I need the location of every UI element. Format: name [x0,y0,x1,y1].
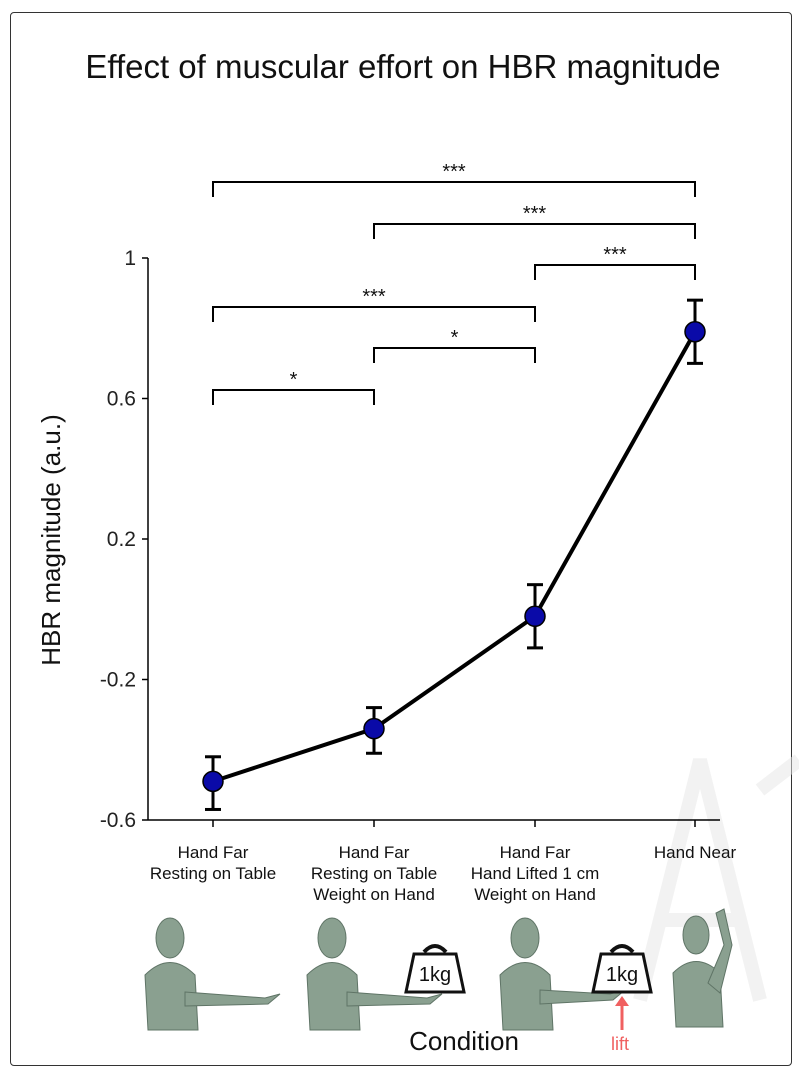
chart-title: Effect of muscular effort on HBR magnitu… [85,48,720,85]
figure-hand-far-resting-icon [144,917,281,1031]
significance-bracket [373,347,536,363]
category-labels: Hand Far Resting on Table Hand Far Resting … [150,843,737,904]
significance-bracket [212,389,375,405]
category-label: Hand Far [178,843,249,862]
y-tick-label: -0.2 [100,669,136,692]
data-point [202,770,224,793]
weight-label-1: 1kg [419,964,451,986]
lift-label: lift [611,1034,629,1054]
y-tick-label: 1 [124,247,136,270]
y-tick-label: 0.2 [107,528,136,551]
series-line [212,330,697,784]
lift-arrow-icon [615,996,629,1030]
significance-label: * [290,369,298,391]
significance-label: *** [442,161,466,183]
figure-illustrations: 1kg 1kg lift [144,908,733,1054]
category-label: Weight on Hand [474,885,596,904]
weight-icon-2: 1kg [591,944,653,994]
figure-lifted-weight-icon [499,917,626,1031]
category-label: Hand Lifted 1 cm [471,864,600,883]
y-ticks: 1 0.6 0.2 -0.2 -0.6 [100,247,148,832]
x-axis-label: Condition [409,1026,519,1056]
weight-label-2: 1kg [606,964,638,986]
data-series [202,298,706,811]
category-label: Hand Near [654,843,737,862]
data-point [524,605,546,628]
category-label: Hand Far [339,843,410,862]
category-label: Resting on Table [311,864,437,883]
y-tick-label: -0.6 [100,809,136,832]
significance-label: *** [362,286,386,308]
significance-brackets: ************** [212,161,696,405]
significance-bracket [534,264,696,280]
category-label: Weight on Hand [313,885,435,904]
data-point [363,717,385,740]
weight-icon-1: 1kg [404,944,466,994]
data-point [684,321,706,343]
figure-hand-near-icon [672,908,733,1028]
significance-bracket [212,306,536,322]
category-label: Resting on Table [150,864,276,883]
significance-bracket [373,223,696,239]
y-tick-label: 0.6 [107,388,136,411]
significance-label: *** [603,244,627,266]
significance-label: * [451,327,459,349]
y-axis-label: HBR magnitude (a.u.) [36,414,66,665]
significance-bracket [212,181,696,197]
x-ticks [212,820,696,827]
figure-resting-weight-icon [306,917,443,1031]
category-label: Hand Far [500,843,571,862]
significance-label: *** [523,203,547,225]
